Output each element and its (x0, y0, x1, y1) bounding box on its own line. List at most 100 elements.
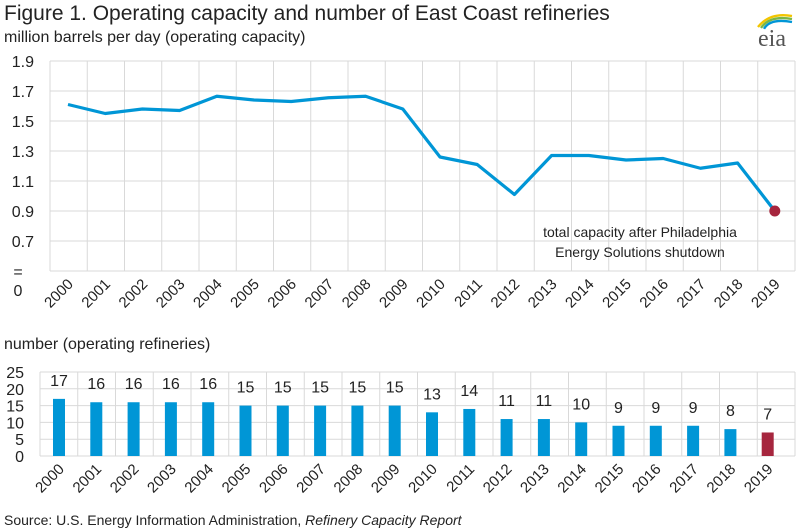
y-tick-label: 0.7 (12, 234, 34, 251)
source-prefix: Source: U.S. Energy Information Administ… (4, 512, 306, 528)
x-tick-label: 2006 (256, 461, 292, 497)
x-tick-label: 2018 (704, 461, 740, 497)
shutdown-marker (769, 205, 781, 217)
x-tick-label: 2007 (293, 461, 329, 497)
y-tick-label: 10 (6, 415, 24, 432)
x-tick-label: 2011 (451, 276, 486, 311)
x-tick-label: 2012 (488, 276, 524, 312)
x-tick-label: 2013 (525, 276, 561, 312)
x-tick-label: 2017 (666, 461, 702, 497)
refinery-bar (164, 402, 177, 456)
x-tick-label: 2005 (227, 276, 263, 312)
bar-value-label: 13 (423, 386, 441, 403)
refinery-bar (202, 402, 215, 456)
chart-title: Figure 1. Operating capacity and number … (4, 2, 610, 25)
source-note: Source: U.S. Energy Information Administ… (4, 512, 462, 528)
bar-value-label: 7 (763, 406, 772, 423)
x-tick-label: 2010 (413, 276, 449, 312)
x-tick-label: 2003 (144, 461, 180, 497)
x-tick-label: 2000 (41, 276, 77, 312)
y-tick-label: 0.9 (12, 204, 34, 221)
x-tick-label: 2013 (517, 461, 553, 497)
refinery-bar (276, 405, 289, 456)
capacity-line (67, 94, 777, 212)
bar-value-label: 15 (311, 380, 329, 397)
bar-value-label: 17 (50, 373, 68, 390)
refinery-bar (724, 429, 737, 456)
logo-swoosh (760, 16, 793, 29)
x-tick-label: 2004 (190, 276, 226, 312)
logo-swoosh (757, 13, 793, 28)
bar-value-label: 16 (162, 376, 180, 393)
y-tick-label: 1.1 (12, 174, 34, 191)
x-tick-label: 2014 (562, 276, 598, 312)
bar-value-label: 11 (536, 393, 553, 410)
y-tick-label: 1.5 (12, 114, 34, 131)
refinery-bar (314, 405, 327, 456)
bar-value-label: 14 (460, 383, 478, 400)
bar-value-label: 15 (349, 380, 367, 397)
y-tick-label: 1.9 (12, 54, 34, 71)
refinery-bar (649, 425, 662, 456)
refineries-axis-label: number (operating refineries) (4, 336, 211, 353)
refinery-bar (575, 422, 588, 456)
x-tick-label: 2001 (78, 276, 114, 312)
x-tick-label: 2009 (368, 461, 404, 497)
x-tick-label: 2015 (599, 276, 635, 312)
bar-value-label: 9 (614, 400, 623, 417)
x-tick-label: 2015 (592, 461, 628, 497)
bar-value-label: 9 (651, 400, 660, 417)
source-report: Refinery Capacity Report (305, 512, 462, 528)
refinery-bar (351, 405, 364, 456)
x-tick-label: 2002 (107, 461, 143, 497)
x-tick-label: 2008 (331, 461, 367, 497)
x-tick-label: 2017 (674, 276, 710, 312)
x-tick-label: 2018 (711, 276, 747, 312)
annotation-text: Energy Solutions shutdown (555, 244, 725, 260)
x-tick-label: 2000 (32, 461, 68, 497)
x-tick-label: 2005 (219, 461, 255, 497)
x-tick-label: 2004 (181, 461, 217, 497)
bar-value-label: 16 (125, 376, 143, 393)
x-tick-label: 2019 (741, 461, 777, 497)
axis-break-mark: = (13, 264, 22, 281)
y-tick-label: 5 (15, 432, 24, 449)
refinery-bar (388, 405, 401, 456)
x-tick-label: 2011 (443, 461, 478, 496)
refinery-bar (500, 419, 513, 456)
x-tick-label: 2007 (302, 276, 338, 312)
eia-logo (757, 13, 793, 30)
bar-value-label: 8 (726, 403, 735, 420)
x-tick-label: 2016 (636, 276, 672, 312)
y-tick-label: 15 (6, 399, 24, 416)
bar-value-label: 15 (386, 380, 404, 397)
y-tick-label: 25 (6, 365, 24, 382)
refinery-bar (239, 405, 252, 456)
refinery-bar (426, 412, 438, 456)
x-tick-label: 2014 (554, 461, 590, 497)
bar-value-label: 16 (87, 376, 105, 393)
bar-value-label: 15 (237, 380, 255, 397)
x-tick-label: 2009 (376, 276, 412, 312)
x-tick-label: 2010 (405, 461, 441, 497)
y-tick-label: 1.7 (12, 84, 34, 101)
bar-value-label: 16 (199, 376, 217, 393)
refinery-bar (687, 425, 700, 456)
x-tick-label: 2001 (70, 461, 106, 497)
annotation-text: total capacity after Philadelphia (543, 224, 737, 240)
bar-value-label: 11 (498, 393, 515, 410)
bar-value-label: 10 (572, 396, 590, 413)
capacity-axis-label: million barrels per day (operating capac… (4, 29, 306, 46)
y-tick-label: 20 (6, 382, 24, 399)
refinery-bar (90, 402, 103, 456)
logo-swoosh (762, 19, 793, 30)
x-tick-label: 2019 (748, 276, 784, 312)
refinery-bar (463, 408, 476, 456)
refinery-bar (127, 402, 140, 456)
x-tick-label: 2003 (153, 276, 189, 312)
bar-value-label: 9 (689, 400, 698, 417)
y-tick-label: 0 (15, 449, 24, 466)
x-tick-label: 2008 (339, 276, 375, 312)
